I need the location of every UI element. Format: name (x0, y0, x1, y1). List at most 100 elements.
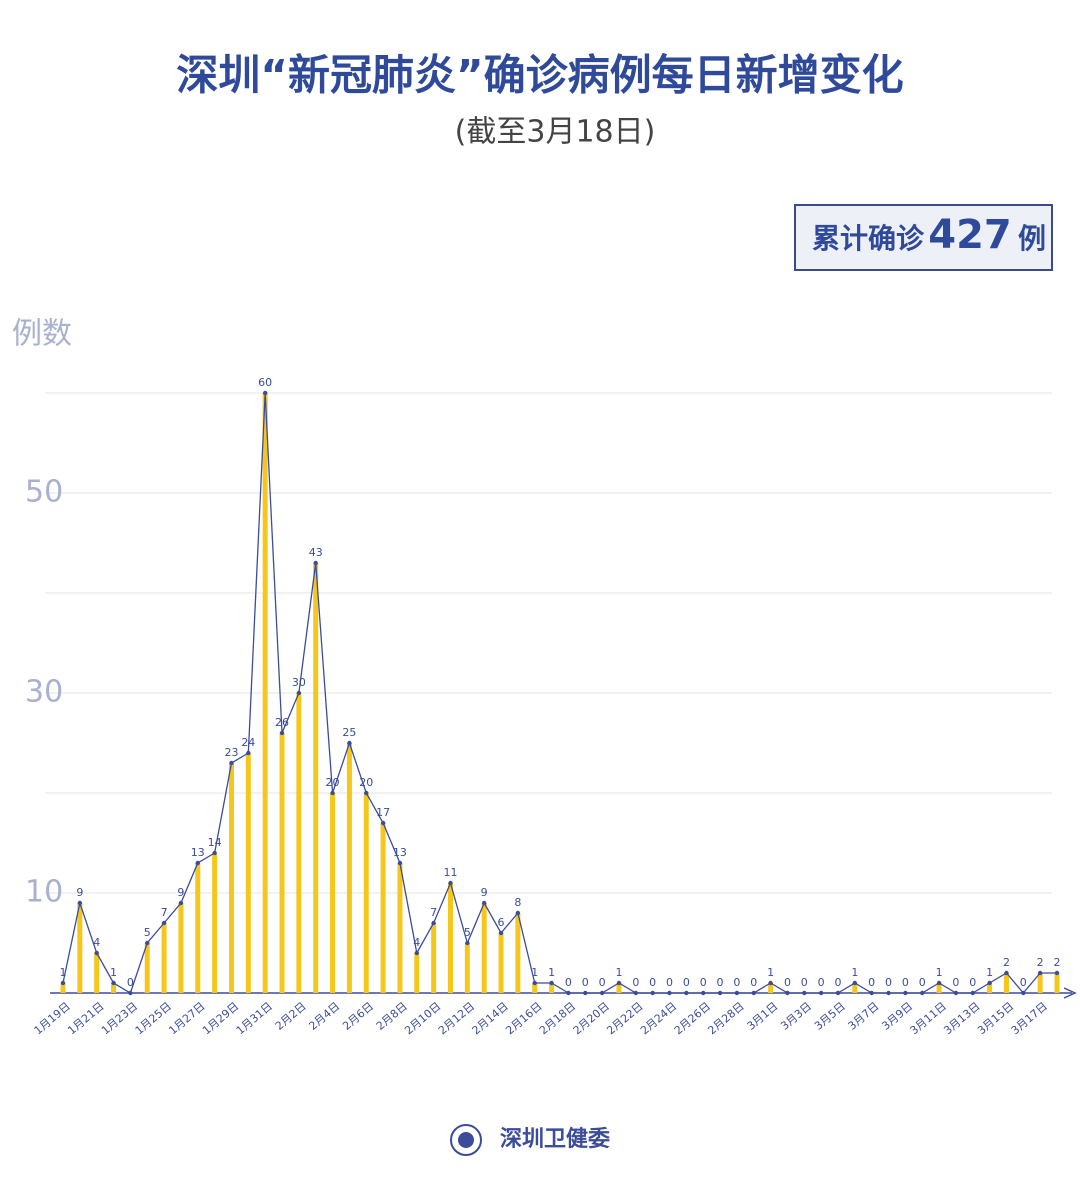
point (145, 940, 150, 946)
point (515, 910, 521, 916)
bar (77, 903, 83, 993)
value-label: 7 (430, 906, 437, 919)
x-tick: 3月11日 (908, 1000, 949, 1038)
point (953, 990, 959, 996)
x-tick: 2月2日 (273, 1000, 309, 1033)
bar (431, 923, 437, 993)
value-label: 60 (258, 376, 272, 389)
x-tick-label: 1月19日 (32, 1000, 73, 1038)
source: 深圳卫健委 (500, 1126, 610, 1152)
value-label: 0 (818, 976, 825, 989)
value-label: 17 (376, 806, 390, 819)
value-label: 0 (649, 976, 656, 989)
point (684, 990, 689, 996)
x-tick: 1月27日 (166, 1000, 207, 1038)
value-label: 14 (208, 836, 222, 849)
bar (330, 793, 336, 993)
bar (1003, 973, 1009, 993)
bar (380, 823, 386, 993)
x-tick-label: 2月6日 (340, 1000, 376, 1033)
point (498, 930, 504, 936)
point (549, 980, 554, 986)
value-label: 25 (342, 726, 356, 739)
x-tick: 3月5日 (812, 1000, 848, 1033)
value-label: 1 (767, 966, 774, 979)
total-prefix: 累计确诊 (812, 222, 925, 255)
value-label: 0 (801, 976, 808, 989)
value-label: 0 (599, 976, 606, 989)
point (296, 690, 302, 696)
x-tick: 3月3日 (778, 1000, 814, 1033)
value-label: 2 (1054, 956, 1061, 969)
y-tick-label: 30 (25, 675, 63, 710)
source-logo (450, 1124, 482, 1156)
value-label: 0 (733, 976, 740, 989)
x-tick-label: 2月20日 (571, 1000, 612, 1038)
value-label: 20 (326, 776, 340, 789)
point (1054, 970, 1060, 976)
point (111, 980, 116, 986)
point (532, 980, 537, 986)
bar (549, 983, 555, 993)
x-tick: 1月23日 (99, 1000, 140, 1038)
value-label: 5 (144, 926, 151, 939)
bar (852, 983, 858, 993)
x-tick: 2月20日 (571, 1000, 612, 1038)
point (161, 920, 167, 926)
point (970, 990, 975, 996)
point (701, 990, 706, 996)
value-label: 2 (1003, 956, 1010, 969)
point (313, 560, 318, 566)
bar (195, 863, 201, 993)
point (195, 860, 200, 866)
bar (178, 903, 184, 993)
value-label: 24 (241, 736, 255, 749)
x-tick: 3月15日 (975, 1000, 1016, 1038)
x-tick-label: 1月25日 (133, 1000, 174, 1038)
x-tick: 2月22日 (604, 1000, 645, 1038)
x-tick-label: 3月13日 (941, 1000, 982, 1038)
bar (987, 983, 993, 993)
value-label: 9 (481, 886, 488, 899)
x-tick-label: 3月11日 (908, 1000, 949, 1038)
point (802, 990, 807, 996)
x-tick-label: 3月3日 (778, 1000, 814, 1033)
bar (228, 763, 234, 993)
point (751, 990, 756, 996)
value-label: 43 (309, 546, 323, 559)
x-tick-label: 2月28日 (705, 1000, 746, 1038)
point (77, 900, 83, 906)
point (178, 900, 184, 906)
bar (1054, 973, 1060, 993)
value-label: 0 (834, 976, 841, 989)
x-tick-label: 2月22日 (604, 1000, 645, 1038)
total-suffix: 例 (1018, 222, 1046, 255)
bar (313, 563, 319, 993)
value-label: 0 (127, 976, 134, 989)
value-label: 0 (952, 976, 959, 989)
x-tick-label: 2月4日 (306, 1000, 342, 1033)
x-tick-label: 1月21日 (65, 1000, 106, 1038)
bar (464, 943, 470, 993)
value-label: 23 (224, 746, 238, 759)
value-label: 7 (161, 906, 168, 919)
x-tick: 2月18日 (537, 1000, 578, 1038)
x-tick: 1月25日 (133, 1000, 174, 1038)
value-label: 0 (750, 976, 757, 989)
point (364, 790, 369, 796)
point (212, 850, 217, 856)
x-tick-label: 3月7日 (846, 1000, 882, 1033)
bar (111, 983, 117, 993)
bar (279, 733, 285, 993)
value-label: 8 (514, 896, 521, 909)
bar (768, 983, 774, 993)
point (330, 790, 335, 796)
value-label: 13 (191, 846, 205, 859)
chart-subtitle: (截至3月18日) (455, 115, 656, 150)
total-box (794, 204, 1053, 271)
point (717, 990, 723, 996)
value-label: 20 (359, 776, 373, 789)
point (94, 950, 99, 956)
